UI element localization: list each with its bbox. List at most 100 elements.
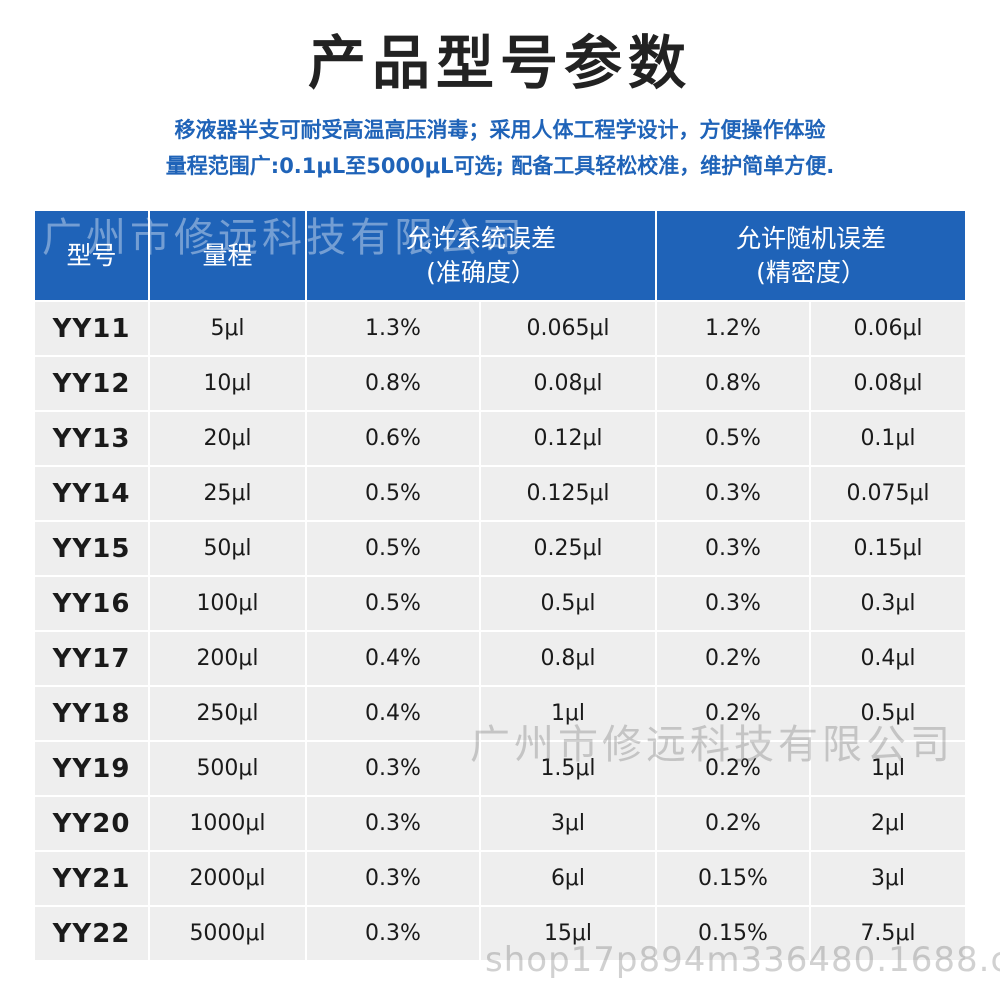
- header-systematic-line1: 允许系统误差: [405, 223, 556, 253]
- table-row: YY19 500μl 0.3% 1.5μl 0.2% 1μl: [35, 742, 965, 795]
- column-divider: [479, 412, 481, 465]
- column-divider: [148, 742, 150, 795]
- column-divider: [479, 742, 481, 795]
- cell-range: 2000μl: [189, 866, 266, 891]
- column-divider: [479, 852, 481, 905]
- cell-range: 200μl: [196, 646, 259, 671]
- column-divider: [148, 577, 150, 630]
- cell-systematic-value: 1.5μl: [540, 756, 596, 781]
- cell-model: YY20: [52, 808, 131, 839]
- cell-systematic-value: 0.5μl: [540, 591, 596, 616]
- cell-model: YY16: [52, 588, 131, 619]
- cell-random-percent: 1.2%: [705, 316, 761, 341]
- column-divider: [148, 467, 150, 520]
- header-divider: [148, 211, 150, 300]
- header-range-label: 量程: [202, 240, 253, 270]
- cell-random-value: 0.5μl: [860, 701, 916, 726]
- column-divider: [305, 412, 307, 465]
- column-divider: [479, 357, 481, 410]
- column-divider: [305, 907, 307, 960]
- table-row: YY22 5000μl 0.3% 15μl 0.15% 7.5μl: [35, 907, 965, 960]
- column-divider: [809, 632, 811, 685]
- column-divider: [655, 687, 657, 740]
- cell-random-percent: 0.15%: [698, 866, 768, 891]
- column-divider: [655, 632, 657, 685]
- column-divider: [148, 357, 150, 410]
- column-divider: [655, 907, 657, 960]
- cell-random-value: 7.5μl: [860, 921, 916, 946]
- cell-systematic-percent: 0.4%: [365, 701, 421, 726]
- subtitle-line-1: 移液器半支可耐受高温高压消毒；采用人体工程学设计，方便操作体验: [174, 118, 826, 142]
- cell-model: YY17: [52, 643, 131, 674]
- column-divider: [148, 797, 150, 850]
- cell-random-value: 0.06μl: [853, 316, 923, 341]
- table-body: YY11 5μl 1.3% 0.065μl 1.2% 0.06μl YY12 10μl 0.8%…: [35, 302, 965, 960]
- cell-systematic-value: 3μl: [550, 811, 586, 836]
- table-row: YY11 5μl 1.3% 0.065μl 1.2% 0.06μl: [35, 302, 965, 355]
- column-divider: [305, 357, 307, 410]
- cell-model: YY15: [52, 533, 131, 564]
- cell-random-percent: 0.3%: [705, 536, 761, 561]
- table-row: YY17 200μl 0.4% 0.8μl 0.2% 0.4μl: [35, 632, 965, 685]
- column-divider: [479, 907, 481, 960]
- column-divider: [809, 577, 811, 630]
- header-divider: [655, 211, 657, 300]
- cell-range: 10μl: [203, 371, 252, 396]
- table-row: YY16 100μl 0.5% 0.5μl 0.3% 0.3μl: [35, 577, 965, 630]
- column-divider: [809, 852, 811, 905]
- cell-model: YY11: [52, 313, 131, 344]
- company-watermark: 广州市修远科技有限公司: [470, 722, 954, 768]
- column-divider: [479, 302, 481, 355]
- cell-random-percent: 0.5%: [705, 426, 761, 451]
- cell-random-percent: 0.2%: [705, 646, 761, 671]
- column-divider: [809, 742, 811, 795]
- cell-systematic-value: 1μl: [550, 701, 586, 726]
- column-divider: [655, 852, 657, 905]
- cell-random-value: 2μl: [870, 811, 906, 836]
- column-divider: [148, 412, 150, 465]
- column-divider: [655, 797, 657, 850]
- cell-systematic-percent: 0.6%: [365, 426, 421, 451]
- cell-range: 250μl: [196, 701, 259, 726]
- column-divider: [305, 852, 307, 905]
- cell-random-percent: 0.2%: [705, 756, 761, 781]
- cell-systematic-percent: 0.5%: [365, 536, 421, 561]
- column-divider: [809, 797, 811, 850]
- table-row: YY12 10μl 0.8% 0.08μl 0.8% 0.08μl: [35, 357, 965, 410]
- cell-model: YY21: [52, 863, 131, 894]
- column-divider: [305, 522, 307, 575]
- column-divider: [148, 302, 150, 355]
- column-divider: [809, 907, 811, 960]
- cell-random-value: 3μl: [870, 866, 906, 891]
- cell-range: 20μl: [203, 426, 252, 451]
- table-row: YY21 2000μl 0.3% 6μl 0.15% 3μl: [35, 852, 965, 905]
- header-random-line2: (精密度）: [756, 257, 866, 287]
- column-divider: [305, 632, 307, 685]
- page-title: 产品型号参数: [307, 29, 692, 97]
- column-divider: [305, 797, 307, 850]
- cell-model: YY18: [52, 698, 131, 729]
- column-divider: [809, 412, 811, 465]
- cell-systematic-value: 0.12μl: [533, 426, 603, 451]
- cell-random-percent: 0.2%: [705, 811, 761, 836]
- column-divider: [479, 522, 481, 575]
- cell-range: 50μl: [203, 536, 252, 561]
- cell-systematic-percent: 0.5%: [365, 481, 421, 506]
- column-divider: [809, 522, 811, 575]
- cell-random-percent: 0.15%: [698, 921, 768, 946]
- header-systematic-line2: (准确度）: [426, 257, 536, 287]
- cell-random-value: 0.08μl: [853, 371, 923, 396]
- column-divider: [809, 357, 811, 410]
- column-divider: [655, 467, 657, 520]
- column-divider: [479, 687, 481, 740]
- subtitle-line-2: 量程范围广:0.1μL至5000μL可选; 配备工具轻松校准，维护简单方便.: [165, 154, 835, 178]
- cell-range: 5000μl: [189, 921, 266, 946]
- column-divider: [655, 522, 657, 575]
- header-model: 型号: [35, 211, 148, 300]
- cell-range: 25μl: [203, 481, 252, 506]
- column-divider: [305, 577, 307, 630]
- cell-random-percent: 0.2%: [705, 701, 761, 726]
- cell-random-value: 0.15μl: [853, 536, 923, 561]
- cell-model: YY22: [52, 918, 131, 949]
- cell-systematic-value: 0.065μl: [526, 316, 610, 341]
